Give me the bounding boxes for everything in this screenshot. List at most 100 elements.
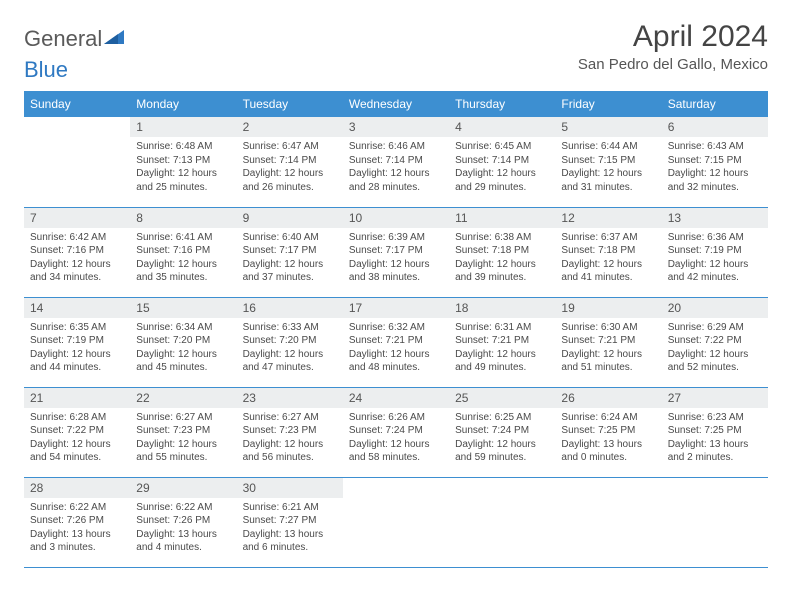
day-details: Sunrise: 6:24 AMSunset: 7:25 PMDaylight:… — [555, 408, 661, 469]
daylight-text: Daylight: 12 hours and 58 minutes. — [349, 438, 443, 465]
sunrise-text: Sunrise: 6:48 AM — [136, 140, 230, 154]
day-number — [555, 478, 661, 498]
calendar-day-cell: 11Sunrise: 6:38 AMSunset: 7:18 PMDayligh… — [449, 207, 555, 297]
sunrise-text: Sunrise: 6:42 AM — [30, 231, 124, 245]
calendar-day-cell: 8Sunrise: 6:41 AMSunset: 7:16 PMDaylight… — [130, 207, 236, 297]
day-number: 26 — [555, 388, 661, 408]
day-number: 21 — [24, 388, 130, 408]
logo-text-blue: Blue — [24, 57, 768, 83]
calendar-day-cell: 15Sunrise: 6:34 AMSunset: 7:20 PMDayligh… — [130, 297, 236, 387]
daylight-text: Daylight: 13 hours and 4 minutes. — [136, 528, 230, 555]
day-number: 29 — [130, 478, 236, 498]
sunset-text: Sunset: 7:21 PM — [455, 334, 549, 348]
calendar-week-row: 7Sunrise: 6:42 AMSunset: 7:16 PMDaylight… — [24, 207, 768, 297]
calendar-day-cell: 14Sunrise: 6:35 AMSunset: 7:19 PMDayligh… — [24, 297, 130, 387]
calendar-day-cell: 21Sunrise: 6:28 AMSunset: 7:22 PMDayligh… — [24, 387, 130, 477]
daylight-text: Daylight: 13 hours and 3 minutes. — [30, 528, 124, 555]
calendar-week-row: 21Sunrise: 6:28 AMSunset: 7:22 PMDayligh… — [24, 387, 768, 477]
day-number: 10 — [343, 208, 449, 228]
sunrise-text: Sunrise: 6:35 AM — [30, 321, 124, 335]
day-details: Sunrise: 6:27 AMSunset: 7:23 PMDaylight:… — [130, 408, 236, 469]
calendar-table: Sunday Monday Tuesday Wednesday Thursday… — [24, 91, 768, 568]
calendar-day-cell: 1Sunrise: 6:48 AMSunset: 7:13 PMDaylight… — [130, 117, 236, 207]
day-details: Sunrise: 6:35 AMSunset: 7:19 PMDaylight:… — [24, 318, 130, 379]
day-details: Sunrise: 6:41 AMSunset: 7:16 PMDaylight:… — [130, 228, 236, 289]
sunset-text: Sunset: 7:21 PM — [349, 334, 443, 348]
calendar-week-row: 28Sunrise: 6:22 AMSunset: 7:26 PMDayligh… — [24, 477, 768, 567]
calendar-day-cell — [662, 477, 768, 567]
calendar-day-cell: 23Sunrise: 6:27 AMSunset: 7:23 PMDayligh… — [237, 387, 343, 477]
sunrise-text: Sunrise: 6:29 AM — [668, 321, 762, 335]
daylight-text: Daylight: 12 hours and 41 minutes. — [561, 258, 655, 285]
daylight-text: Daylight: 12 hours and 56 minutes. — [243, 438, 337, 465]
sunset-text: Sunset: 7:19 PM — [668, 244, 762, 258]
day-number: 30 — [237, 478, 343, 498]
daylight-text: Daylight: 12 hours and 35 minutes. — [136, 258, 230, 285]
calendar-day-cell: 19Sunrise: 6:30 AMSunset: 7:21 PMDayligh… — [555, 297, 661, 387]
daylight-text: Daylight: 12 hours and 37 minutes. — [243, 258, 337, 285]
day-details: Sunrise: 6:47 AMSunset: 7:14 PMDaylight:… — [237, 137, 343, 198]
sunrise-text: Sunrise: 6:27 AM — [243, 411, 337, 425]
day-details: Sunrise: 6:48 AMSunset: 7:13 PMDaylight:… — [130, 137, 236, 198]
calendar-day-cell: 9Sunrise: 6:40 AMSunset: 7:17 PMDaylight… — [237, 207, 343, 297]
day-details: Sunrise: 6:36 AMSunset: 7:19 PMDaylight:… — [662, 228, 768, 289]
sunset-text: Sunset: 7:15 PM — [668, 154, 762, 168]
weekday-header: Sunday — [24, 91, 130, 117]
sunset-text: Sunset: 7:14 PM — [349, 154, 443, 168]
calendar-day-cell: 4Sunrise: 6:45 AMSunset: 7:14 PMDaylight… — [449, 117, 555, 207]
sunrise-text: Sunrise: 6:45 AM — [455, 140, 549, 154]
sunset-text: Sunset: 7:15 PM — [561, 154, 655, 168]
daylight-text: Daylight: 12 hours and 25 minutes. — [136, 167, 230, 194]
weekday-header: Friday — [555, 91, 661, 117]
calendar-day-cell: 27Sunrise: 6:23 AMSunset: 7:25 PMDayligh… — [662, 387, 768, 477]
calendar-day-cell: 30Sunrise: 6:21 AMSunset: 7:27 PMDayligh… — [237, 477, 343, 567]
day-number: 8 — [130, 208, 236, 228]
weekday-header: Wednesday — [343, 91, 449, 117]
day-details: Sunrise: 6:37 AMSunset: 7:18 PMDaylight:… — [555, 228, 661, 289]
calendar-day-cell: 29Sunrise: 6:22 AMSunset: 7:26 PMDayligh… — [130, 477, 236, 567]
day-details: Sunrise: 6:33 AMSunset: 7:20 PMDaylight:… — [237, 318, 343, 379]
daylight-text: Daylight: 12 hours and 31 minutes. — [561, 167, 655, 194]
day-details: Sunrise: 6:22 AMSunset: 7:26 PMDaylight:… — [24, 498, 130, 559]
calendar-day-cell: 26Sunrise: 6:24 AMSunset: 7:25 PMDayligh… — [555, 387, 661, 477]
day-details: Sunrise: 6:23 AMSunset: 7:25 PMDaylight:… — [662, 408, 768, 469]
calendar-day-cell: 28Sunrise: 6:22 AMSunset: 7:26 PMDayligh… — [24, 477, 130, 567]
daylight-text: Daylight: 13 hours and 6 minutes. — [243, 528, 337, 555]
sunset-text: Sunset: 7:18 PM — [455, 244, 549, 258]
sunrise-text: Sunrise: 6:31 AM — [455, 321, 549, 335]
daylight-text: Daylight: 12 hours and 52 minutes. — [668, 348, 762, 375]
calendar-day-cell: 12Sunrise: 6:37 AMSunset: 7:18 PMDayligh… — [555, 207, 661, 297]
sunrise-text: Sunrise: 6:30 AM — [561, 321, 655, 335]
calendar-week-row: 14Sunrise: 6:35 AMSunset: 7:19 PMDayligh… — [24, 297, 768, 387]
daylight-text: Daylight: 12 hours and 28 minutes. — [349, 167, 443, 194]
sunrise-text: Sunrise: 6:41 AM — [136, 231, 230, 245]
day-details: Sunrise: 6:30 AMSunset: 7:21 PMDaylight:… — [555, 318, 661, 379]
day-details: Sunrise: 6:38 AMSunset: 7:18 PMDaylight:… — [449, 228, 555, 289]
daylight-text: Daylight: 12 hours and 59 minutes. — [455, 438, 549, 465]
daylight-text: Daylight: 12 hours and 49 minutes. — [455, 348, 549, 375]
day-details: Sunrise: 6:29 AMSunset: 7:22 PMDaylight:… — [662, 318, 768, 379]
day-number: 28 — [24, 478, 130, 498]
weekday-header: Tuesday — [237, 91, 343, 117]
sunrise-text: Sunrise: 6:32 AM — [349, 321, 443, 335]
daylight-text: Daylight: 12 hours and 38 minutes. — [349, 258, 443, 285]
day-number: 11 — [449, 208, 555, 228]
day-number — [343, 478, 449, 498]
sunrise-text: Sunrise: 6:24 AM — [561, 411, 655, 425]
day-number — [662, 478, 768, 498]
calendar-day-cell: 25Sunrise: 6:25 AMSunset: 7:24 PMDayligh… — [449, 387, 555, 477]
day-number: 25 — [449, 388, 555, 408]
daylight-text: Daylight: 12 hours and 29 minutes. — [455, 167, 549, 194]
sunrise-text: Sunrise: 6:39 AM — [349, 231, 443, 245]
daylight-text: Daylight: 12 hours and 55 minutes. — [136, 438, 230, 465]
sunset-text: Sunset: 7:24 PM — [455, 424, 549, 438]
calendar-day-cell: 22Sunrise: 6:27 AMSunset: 7:23 PMDayligh… — [130, 387, 236, 477]
calendar-body: 1Sunrise: 6:48 AMSunset: 7:13 PMDaylight… — [24, 117, 768, 567]
sunrise-text: Sunrise: 6:22 AM — [136, 501, 230, 515]
day-details: Sunrise: 6:32 AMSunset: 7:21 PMDaylight:… — [343, 318, 449, 379]
calendar-day-cell — [449, 477, 555, 567]
logo-text-general: General — [24, 26, 102, 52]
sunrise-text: Sunrise: 6:46 AM — [349, 140, 443, 154]
day-number: 12 — [555, 208, 661, 228]
sunrise-text: Sunrise: 6:43 AM — [668, 140, 762, 154]
